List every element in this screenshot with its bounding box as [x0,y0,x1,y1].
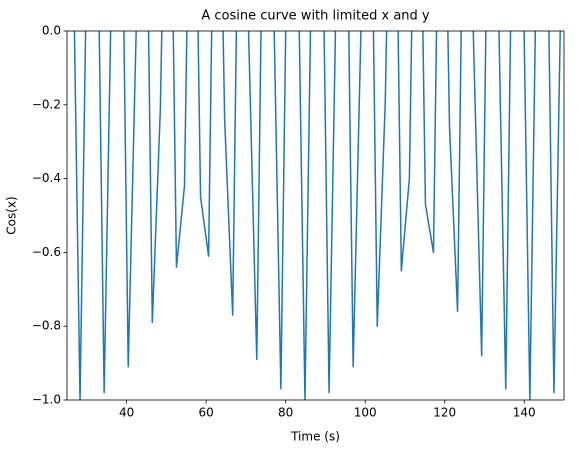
plot-frame [66,30,565,401]
x-tick-label: 100 [354,406,377,420]
x-tick-label: 40 [119,406,134,420]
y-tick-label: −0.2 [32,97,61,111]
y-tick-label: −0.6 [32,245,61,259]
y-tick-label: −0.4 [32,171,61,185]
cosine-line [73,31,561,400]
y-tick-label: −0.8 [32,319,61,333]
x-tick-label: 140 [513,406,536,420]
x-tick-label: 80 [278,406,293,420]
y-axis-label: Cos(x) [5,196,19,234]
y-tick-label: 0.0 [42,24,61,38]
x-axis-label: Time (s) [290,430,340,444]
x-tick-label: 60 [199,406,214,420]
y-tick-label: −1.0 [32,393,61,407]
x-tick-label: 120 [433,406,456,420]
chart-title: A cosine curve with limited x and y [201,9,430,24]
